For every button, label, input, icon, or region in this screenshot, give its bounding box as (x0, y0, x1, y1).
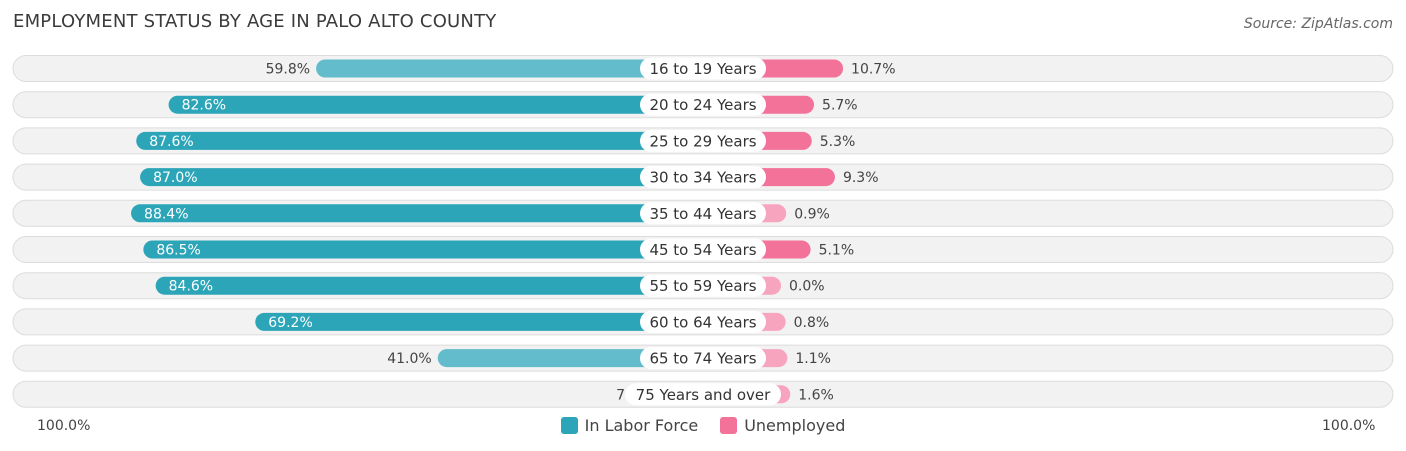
category-pill (640, 93, 766, 116)
legend-swatch-unemployed (720, 417, 738, 434)
category-label: 65 to 74 Years (649, 350, 756, 368)
labor-force-value-label: 84.6% (169, 279, 213, 295)
labor-force-bar (255, 312, 703, 331)
labor-force-bar (143, 240, 704, 259)
unemployed-value-label: 9.3% (843, 170, 879, 186)
labor-force-value-label: 87.6% (149, 134, 193, 150)
labor-force-value-label: 87.0% (153, 170, 197, 186)
legend-label-labor: In Labor Force (584, 416, 699, 435)
category-label: 55 to 59 Years (649, 277, 756, 295)
category-pill (640, 202, 766, 225)
unemployed-value-label: 10.7% (851, 62, 895, 78)
unemployed-value-label: 0.0% (789, 279, 825, 295)
category-pill (640, 310, 766, 333)
category-pill (640, 166, 766, 189)
unemployed-value-label: 0.8% (794, 315, 830, 331)
legend-label-unemployed: Unemployed (744, 416, 846, 435)
chart-source: Source: ZipAtlas.com (1243, 16, 1393, 32)
legend-item-labor[interactable]: In Labor Force (560, 416, 699, 435)
labor-force-bar (316, 59, 703, 78)
category-label: 35 to 44 Years (649, 205, 756, 223)
labor-force-value-label: 41.0% (387, 351, 431, 367)
category-label: 75 Years and over (636, 386, 771, 404)
labor-force-bar (140, 168, 704, 187)
labor-force-value-label: 86.5% (156, 243, 200, 259)
labor-force-value-label: 88.4% (144, 206, 188, 222)
unemployed-value-label: 1.1% (795, 351, 831, 367)
unemployed-value-label: 1.6% (798, 387, 834, 403)
category-pill (640, 347, 766, 370)
category-pill (640, 238, 766, 261)
labor-force-bar (155, 276, 703, 295)
labor-force-bar (131, 204, 703, 223)
labor-force-bar (168, 95, 703, 114)
category-label: 20 to 24 Years (649, 96, 756, 114)
category-label: 30 to 34 Years (649, 169, 756, 187)
axis-right-label: 100.0% (1322, 418, 1376, 434)
unemployed-value-label: 5.7% (822, 98, 858, 114)
labor-force-value-label: 59.8% (266, 62, 310, 78)
category-pill (625, 383, 781, 406)
labor-force-bar (136, 131, 703, 150)
category-label: 16 to 19 Years (649, 60, 756, 78)
labor-force-bar (437, 349, 703, 368)
legend: In Labor Force Unemployed (0, 416, 1406, 435)
legend-item-unemployed[interactable]: Unemployed (720, 416, 845, 435)
category-label: 60 to 64 Years (649, 313, 756, 331)
legend-swatch-labor (560, 417, 578, 434)
unemployed-value-label: 5.1% (819, 243, 855, 259)
unemployed-value-label: 5.3% (820, 134, 856, 150)
chart-title: EMPLOYMENT STATUS BY AGE IN PALO ALTO CO… (13, 11, 497, 32)
category-pill (640, 129, 766, 152)
labor-force-value-label: 69.2% (268, 315, 312, 331)
category-label: 25 to 29 Years (649, 132, 756, 150)
category-pill (640, 274, 766, 297)
category-label: 45 to 54 Years (649, 241, 756, 259)
category-pill (640, 57, 766, 80)
labor-force-value-label: 82.6% (182, 98, 226, 114)
axis-left-label: 100.0% (37, 418, 91, 434)
unemployed-value-label: 0.9% (794, 206, 830, 222)
